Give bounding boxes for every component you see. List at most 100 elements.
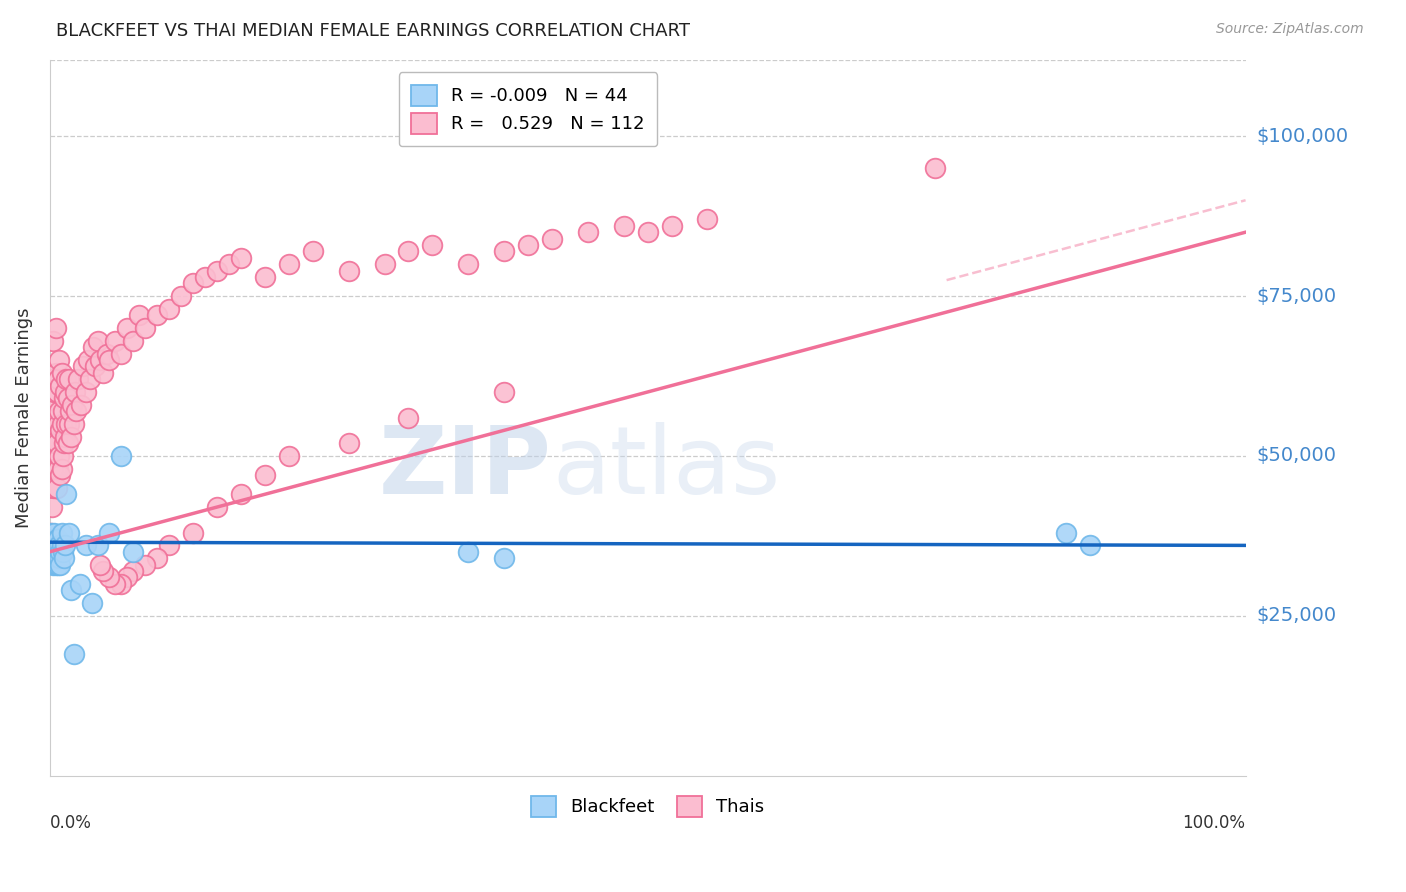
Point: [48, 551, 70, 566]
Point: [72, 359, 94, 374]
Point: [494, 244, 516, 259]
Point: [541, 231, 564, 245]
Point: [44, 384, 66, 399]
Point: [53, 538, 76, 552]
Point: [75, 538, 97, 552]
Point: [457, 545, 479, 559]
Point: [104, 334, 127, 348]
Point: [229, 251, 252, 265]
Text: $25,000: $25,000: [1257, 607, 1337, 625]
Point: [53, 551, 76, 566]
Point: [53, 384, 76, 399]
Text: $50,000: $50,000: [1257, 446, 1337, 466]
Point: [45, 366, 67, 380]
Point: [42, 461, 65, 475]
Point: [39, 525, 62, 540]
Point: [69, 576, 91, 591]
Point: [46, 558, 69, 572]
Point: [146, 308, 169, 322]
Point: [41, 449, 63, 463]
Point: [45, 481, 67, 495]
Point: [45, 558, 67, 572]
Point: [122, 545, 145, 559]
Point: [457, 257, 479, 271]
Point: [84, 359, 107, 374]
Point: [45, 461, 67, 475]
Point: [45, 436, 67, 450]
Point: [181, 277, 204, 291]
Point: [613, 219, 636, 233]
Point: [41, 545, 63, 559]
Point: [44, 481, 66, 495]
Point: [58, 525, 80, 540]
Point: [51, 417, 73, 431]
Point: [56, 392, 79, 406]
Point: [117, 570, 139, 584]
Point: [45, 532, 67, 546]
Point: [93, 366, 115, 380]
Point: [49, 558, 72, 572]
Point: [45, 321, 67, 335]
Point: [253, 468, 276, 483]
Point: [52, 449, 75, 463]
Point: [146, 551, 169, 566]
Text: Source: ZipAtlas.com: Source: ZipAtlas.com: [1216, 22, 1364, 37]
Point: [48, 353, 70, 368]
Point: [39, 538, 62, 552]
Point: [53, 392, 76, 406]
Point: [86, 334, 108, 348]
Point: [53, 430, 76, 444]
Point: [104, 576, 127, 591]
Point: [134, 321, 156, 335]
Point: [576, 225, 599, 239]
Point: [51, 366, 73, 380]
Point: [55, 487, 77, 501]
Point: [60, 583, 83, 598]
Point: [194, 269, 217, 284]
Point: [80, 596, 103, 610]
Text: 0.0%: 0.0%: [49, 814, 91, 832]
Point: [45, 384, 67, 399]
Point: [98, 525, 121, 540]
Text: $75,000: $75,000: [1257, 286, 1337, 306]
Text: 100.0%: 100.0%: [1182, 814, 1246, 832]
Point: [42, 532, 65, 546]
Point: [42, 558, 65, 572]
Point: [63, 384, 86, 399]
Point: [46, 372, 69, 386]
Point: [58, 417, 80, 431]
Point: [46, 545, 69, 559]
Point: [42, 372, 65, 386]
Point: [44, 545, 66, 559]
Point: [422, 238, 444, 252]
Point: [89, 558, 111, 572]
Point: [45, 551, 67, 566]
Point: [49, 378, 72, 392]
Point: [637, 225, 659, 239]
Point: [46, 551, 69, 566]
Point: [39, 481, 62, 495]
Point: [79, 372, 101, 386]
Point: [62, 417, 84, 431]
Point: [229, 487, 252, 501]
Point: [396, 410, 419, 425]
Point: [75, 384, 97, 399]
Point: [41, 398, 63, 412]
Point: [277, 257, 299, 271]
Point: [44, 525, 66, 540]
Point: [117, 321, 139, 335]
Point: [46, 461, 69, 475]
Point: [205, 263, 228, 277]
Point: [52, 545, 75, 559]
Text: BLACKFEET VS THAI MEDIAN FEMALE EARNINGS CORRELATION CHART: BLACKFEET VS THAI MEDIAN FEMALE EARNINGS…: [56, 22, 690, 40]
Point: [494, 384, 516, 399]
Point: [128, 308, 150, 322]
Point: [157, 301, 180, 316]
Point: [45, 538, 67, 552]
Point: [42, 334, 65, 348]
Point: [48, 404, 70, 418]
Text: $100,000: $100,000: [1257, 127, 1348, 145]
Point: [110, 346, 132, 360]
Point: [51, 461, 73, 475]
Point: [181, 525, 204, 540]
